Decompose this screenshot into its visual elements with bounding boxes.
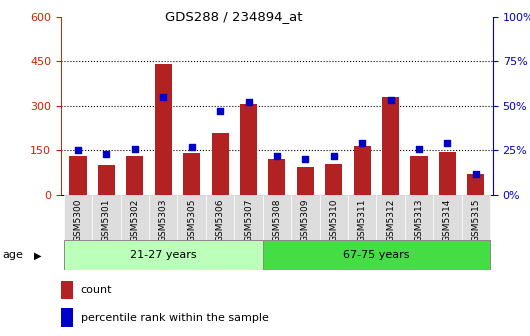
Point <box>188 144 196 150</box>
Text: 21-27 years: 21-27 years <box>130 250 197 260</box>
Text: count: count <box>81 285 112 295</box>
Point <box>443 140 452 146</box>
Text: GDS288 / 234894_at: GDS288 / 234894_at <box>165 10 303 23</box>
Bar <box>354 146 370 195</box>
Point <box>273 153 281 158</box>
Text: GSM5308: GSM5308 <box>272 199 281 242</box>
Bar <box>149 195 178 240</box>
Point <box>244 99 253 105</box>
Bar <box>178 195 206 240</box>
Bar <box>98 165 115 195</box>
Bar <box>320 195 348 240</box>
Text: GSM5303: GSM5303 <box>159 199 168 242</box>
Point <box>472 171 480 176</box>
Bar <box>268 159 286 195</box>
Bar <box>405 195 433 240</box>
Text: ▶: ▶ <box>34 250 42 260</box>
Point <box>102 151 111 157</box>
Bar <box>411 156 428 195</box>
Point <box>330 153 338 158</box>
Text: GSM5314: GSM5314 <box>443 199 452 242</box>
Point <box>415 146 423 151</box>
Text: GSM5309: GSM5309 <box>301 199 310 242</box>
Text: GSM5307: GSM5307 <box>244 199 253 242</box>
Bar <box>433 195 462 240</box>
Bar <box>376 195 405 240</box>
Bar <box>64 195 92 240</box>
Bar <box>234 195 263 240</box>
Point <box>159 94 167 99</box>
Point <box>386 98 395 103</box>
Bar <box>467 174 484 195</box>
Point <box>301 157 310 162</box>
Bar <box>61 308 73 327</box>
Text: GSM5306: GSM5306 <box>216 199 225 242</box>
Text: age: age <box>3 250 23 260</box>
Text: GSM5302: GSM5302 <box>130 199 139 242</box>
Bar <box>240 104 257 195</box>
Text: GSM5310: GSM5310 <box>329 199 338 242</box>
Bar <box>382 97 399 195</box>
Text: GSM5313: GSM5313 <box>414 199 423 242</box>
Text: GSM5311: GSM5311 <box>358 199 367 242</box>
Bar <box>206 195 234 240</box>
Text: GSM5312: GSM5312 <box>386 199 395 242</box>
Text: GSM5300: GSM5300 <box>74 199 83 242</box>
Bar <box>155 64 172 195</box>
Text: GSM5315: GSM5315 <box>471 199 480 242</box>
Bar <box>92 195 121 240</box>
Bar <box>325 164 342 195</box>
Text: GSM5301: GSM5301 <box>102 199 111 242</box>
Bar <box>291 195 320 240</box>
Text: GSM5305: GSM5305 <box>187 199 196 242</box>
Bar <box>439 152 456 195</box>
Bar <box>263 195 291 240</box>
Bar <box>121 195 149 240</box>
Text: percentile rank within the sample: percentile rank within the sample <box>81 312 269 323</box>
Bar <box>263 240 490 270</box>
Bar <box>348 195 376 240</box>
Point <box>216 109 224 114</box>
Bar <box>211 132 228 195</box>
Bar <box>126 156 143 195</box>
Bar <box>462 195 490 240</box>
Bar <box>64 240 263 270</box>
Bar <box>61 281 73 299</box>
Point <box>74 148 82 153</box>
Bar <box>69 156 86 195</box>
Bar <box>183 153 200 195</box>
Text: 67-75 years: 67-75 years <box>343 250 410 260</box>
Point <box>358 140 366 146</box>
Bar <box>297 167 314 195</box>
Point <box>130 146 139 151</box>
